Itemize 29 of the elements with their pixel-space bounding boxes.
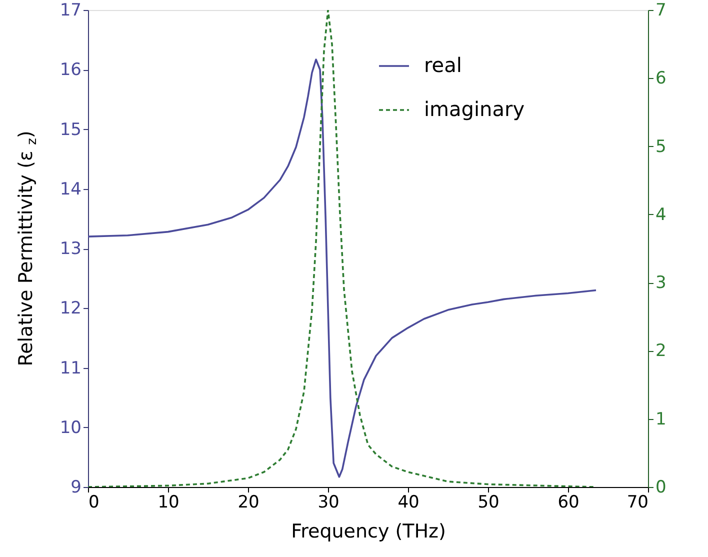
legend-label: real <box>424 53 462 77</box>
y-tick-label: 17 <box>60 0 82 20</box>
x-tick-label: 60 <box>558 492 580 512</box>
y2-tick-label: 0 <box>656 478 666 498</box>
y-tick-label: 14 <box>60 179 82 200</box>
x-tick-label: 10 <box>158 492 180 512</box>
y-tick-label: 10 <box>60 418 82 438</box>
x-tick-label: 0 <box>88 492 100 512</box>
y-tick-label: 9 <box>70 478 82 498</box>
y2-tick-label: 7 <box>656 0 666 20</box>
y2-tick-label: 6 <box>656 68 666 89</box>
x-tick-label: 40 <box>398 492 420 512</box>
y2-tick-label: 2 <box>656 341 666 362</box>
y-tick-label: 12 <box>60 298 82 319</box>
y2-tick-label: 3 <box>656 273 666 294</box>
y2-tick-label: 1 <box>656 409 666 430</box>
legend-label: imaginary <box>424 97 525 121</box>
x-tick-label: 50 <box>478 492 500 512</box>
y-tick-label: 11 <box>60 358 82 378</box>
y2-tick-label: 5 <box>656 136 666 157</box>
x-axis-title: Frequency (THz) <box>291 520 446 542</box>
x-tick-label: 30 <box>318 492 340 512</box>
y-tick-label: 13 <box>60 239 82 259</box>
y-tick-label: 16 <box>60 60 82 80</box>
y-tick-label: 15 <box>60 120 82 140</box>
y-axis-title: Relative Permittivity (εz) <box>15 130 40 366</box>
y2-tick-label: 4 <box>656 204 666 225</box>
x-tick-label: 70 <box>626 492 648 512</box>
x-tick-label: 20 <box>238 492 260 512</box>
